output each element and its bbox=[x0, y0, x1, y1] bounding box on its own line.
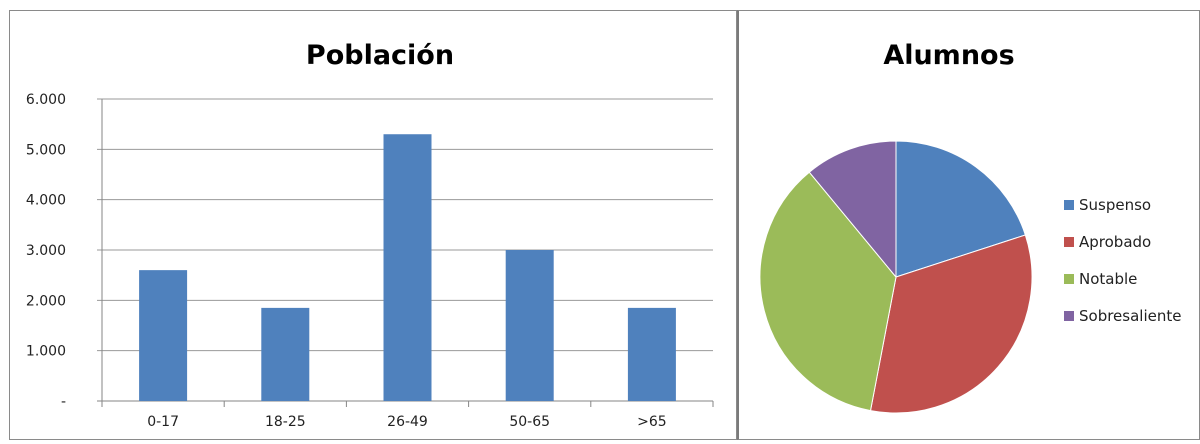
legend-swatch bbox=[1064, 237, 1074, 247]
legend-label: Notable bbox=[1079, 270, 1137, 288]
y-tick-label: 2.000 bbox=[26, 293, 66, 309]
legend-swatch bbox=[1064, 274, 1074, 284]
legend-label: Aprobado bbox=[1079, 233, 1151, 251]
bar-chart: Población - 1.000 2.000 3.000 4.000 5.000 6.00… bbox=[26, 40, 714, 430]
y-tick-label: 5.000 bbox=[26, 142, 66, 158]
bar-chart-title: Población bbox=[306, 40, 454, 71]
legend-swatch bbox=[1064, 311, 1074, 321]
pie-slice-suspenso bbox=[895, 140, 1026, 278]
y-tick-label: 3.000 bbox=[26, 243, 66, 259]
pie-chart: Alumnos Suspenso Aprobado Notable Sobresali… bbox=[759, 40, 1181, 414]
bar->65 bbox=[627, 307, 676, 401]
pie-slice-notable bbox=[759, 171, 897, 412]
x-tick-label: 18-25 bbox=[265, 414, 306, 430]
y-tick-label: 4.000 bbox=[26, 193, 66, 209]
x-tick-label: 0-17 bbox=[147, 414, 179, 430]
legend-swatch bbox=[1064, 200, 1074, 210]
pie-chart-title: Alumnos bbox=[883, 40, 1014, 71]
x-tick-label: >65 bbox=[637, 414, 667, 430]
legend-label: Suspenso bbox=[1079, 196, 1151, 214]
x-tick-label: 26-49 bbox=[387, 414, 428, 430]
bar-50-65 bbox=[505, 250, 554, 401]
bar-0-17 bbox=[139, 270, 188, 401]
legend-label: Sobresaliente bbox=[1079, 307, 1181, 325]
y-tick-label: 1.000 bbox=[26, 344, 66, 360]
bar-18-25 bbox=[261, 307, 310, 401]
pie-slice-aprobado bbox=[869, 234, 1033, 414]
pie-slice-sobresaliente bbox=[808, 140, 897, 279]
bar-chart-panel: Población - 1.000 2.000 3.000 4.000 5.000 6.00… bbox=[9, 10, 737, 440]
pie-chart-panel: Alumnos Suspenso Aprobado Notable Sobresali… bbox=[737, 10, 1200, 440]
bar-26-49 bbox=[383, 134, 432, 401]
y-tick-label: 6.000 bbox=[26, 92, 66, 108]
y-tick-label: - bbox=[61, 394, 66, 410]
x-tick-label: 50-65 bbox=[509, 414, 550, 430]
